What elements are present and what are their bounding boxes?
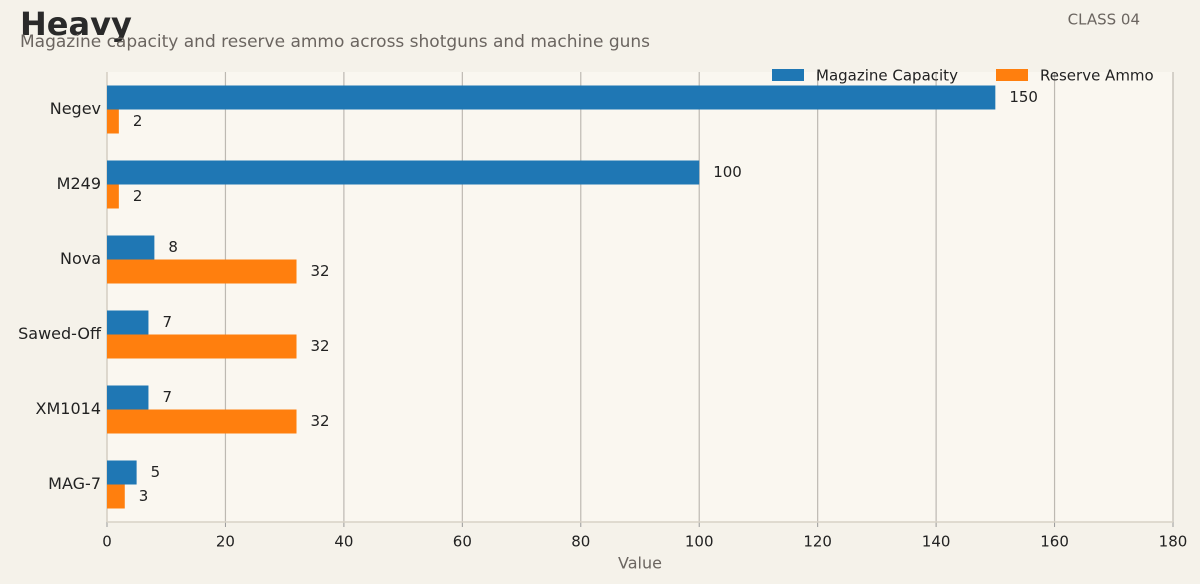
x-tick-label: 80 xyxy=(571,533,590,551)
legend-label: Reserve Ammo xyxy=(1040,67,1154,85)
x-tick-label: 40 xyxy=(334,533,353,551)
data-label: 7 xyxy=(162,388,172,406)
bar xyxy=(107,259,297,284)
x-tick-label: 100 xyxy=(685,533,714,551)
bar xyxy=(107,409,297,434)
badge: CLASS 04 xyxy=(1068,11,1140,29)
x-tick-label: 0 xyxy=(102,533,112,551)
bar xyxy=(107,235,155,260)
y-tick-label: Sawed-Off xyxy=(18,324,102,343)
x-tick-label: 140 xyxy=(922,533,951,551)
bar xyxy=(107,385,149,410)
data-label: 32 xyxy=(311,337,330,355)
data-label: 7 xyxy=(162,313,172,331)
x-tick-label: 120 xyxy=(803,533,832,551)
legend-swatch xyxy=(772,69,804,81)
y-tick-label: Negev xyxy=(50,99,101,118)
data-label: 5 xyxy=(151,463,161,481)
bar xyxy=(107,460,137,485)
x-tick-label: 60 xyxy=(453,533,472,551)
y-tick-label: M249 xyxy=(57,174,101,193)
y-tick-label: XM1014 xyxy=(36,399,101,418)
y-tick-label: MAG-7 xyxy=(48,474,101,493)
bar xyxy=(107,184,119,209)
bar xyxy=(107,109,119,134)
bar xyxy=(107,85,996,110)
bar xyxy=(107,160,700,185)
data-label: 2 xyxy=(133,187,143,205)
x-axis-label: Value xyxy=(618,554,662,573)
chart-subtitle: Magazine capacity and reserve ammo acros… xyxy=(20,32,650,52)
chart-title: Heavy xyxy=(20,5,132,43)
legend-label: Magazine Capacity xyxy=(816,67,958,85)
data-label: 150 xyxy=(1009,88,1038,106)
data-label: 32 xyxy=(311,262,330,280)
bar xyxy=(107,334,297,359)
legend-swatch xyxy=(996,69,1028,81)
x-tick-label: 20 xyxy=(216,533,235,551)
x-tick-label: 160 xyxy=(1040,533,1069,551)
data-label: 100 xyxy=(713,163,742,181)
y-tick-label: Nova xyxy=(60,249,101,268)
data-label: 8 xyxy=(168,238,178,256)
bar xyxy=(107,310,149,335)
data-label: 3 xyxy=(139,487,149,505)
data-label: 2 xyxy=(133,112,143,130)
plot-area xyxy=(107,72,1173,522)
data-label: 32 xyxy=(311,412,330,430)
x-tick-label: 180 xyxy=(1159,533,1188,551)
bar xyxy=(107,484,125,509)
